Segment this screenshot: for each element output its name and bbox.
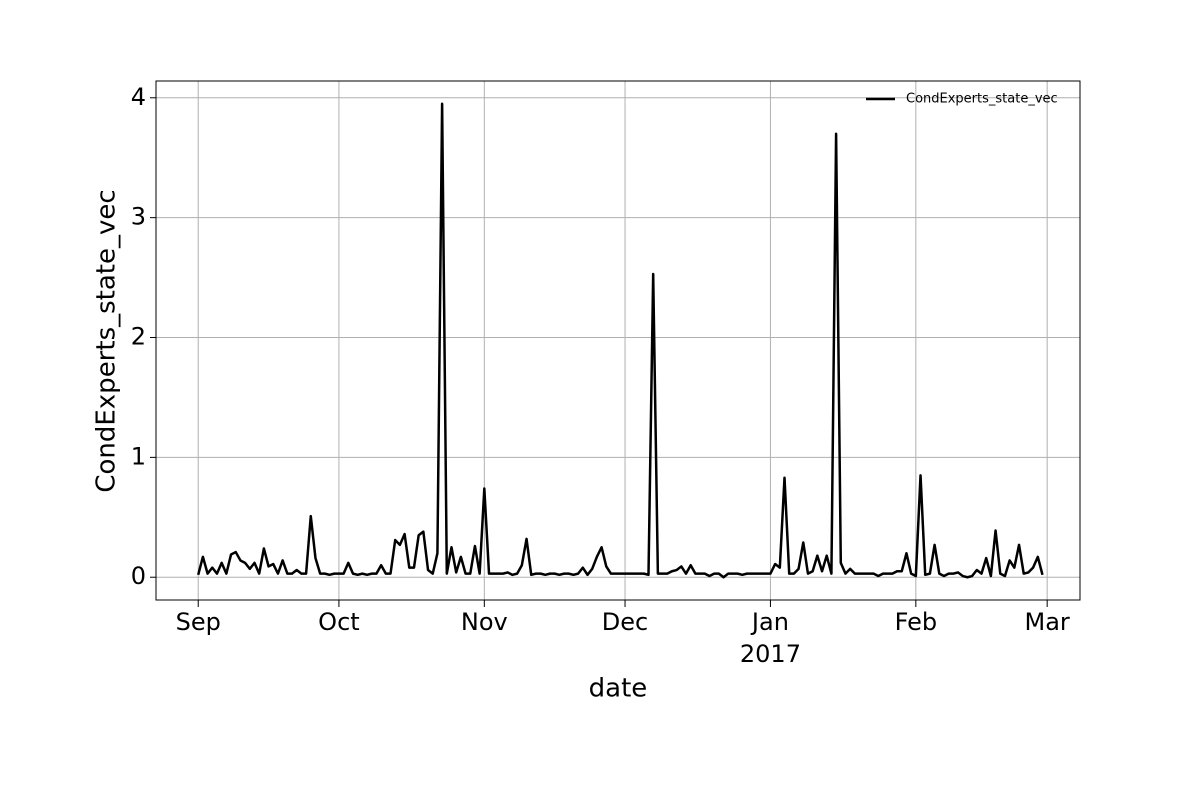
x-tick-label: Dec bbox=[602, 608, 648, 636]
x-tick-label: Mar bbox=[1025, 608, 1070, 636]
y-tick-label: 3 bbox=[131, 203, 146, 231]
y-axis-label: CondExperts_state_vec bbox=[92, 189, 122, 492]
y-tick-label: 1 bbox=[131, 442, 146, 470]
series-line bbox=[197, 102, 1044, 579]
y-tick-label: 2 bbox=[131, 323, 146, 351]
legend-label: CondExperts_state_vec bbox=[906, 92, 1058, 107]
plot-frame bbox=[155, 80, 1081, 601]
x-tick-label: Oct bbox=[318, 608, 360, 636]
y-tick-label: 4 bbox=[131, 83, 146, 111]
x-tick-label: Jan bbox=[750, 608, 789, 636]
x-axis-label: date bbox=[589, 674, 648, 704]
x-tick-sublabel: 2017 bbox=[740, 640, 801, 668]
y-tick-label: 0 bbox=[131, 562, 146, 590]
x-tick-label: Sep bbox=[176, 608, 221, 636]
x-tick-label: Feb bbox=[895, 608, 938, 636]
x-tick-label: Nov bbox=[461, 608, 508, 636]
